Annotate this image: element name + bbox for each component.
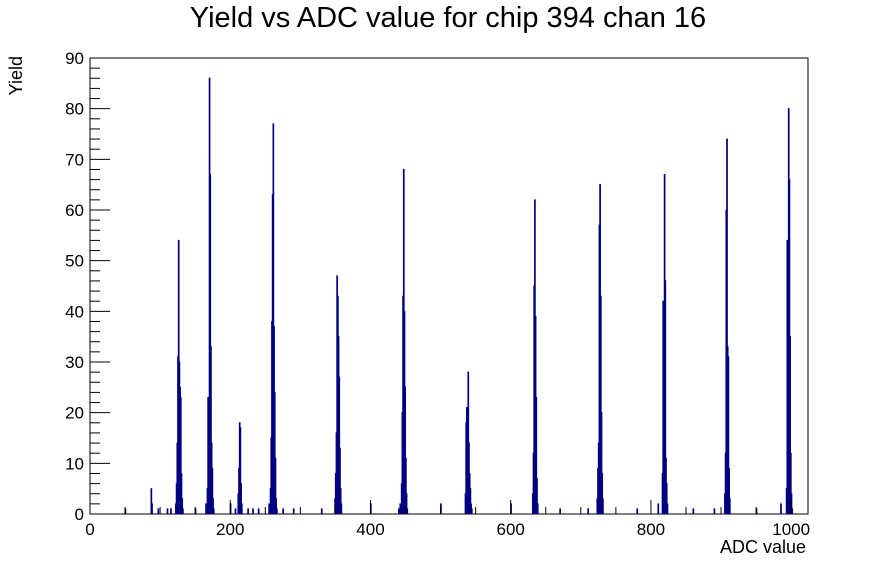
histogram-bin xyxy=(535,396,538,514)
histogram-bin xyxy=(211,467,214,514)
chart-title: Yield vs ADC value for chip 394 chan 16 xyxy=(189,2,707,34)
histogram-bin xyxy=(727,356,730,514)
x-axis: 0 200 400 600 800 1000 xyxy=(85,500,810,539)
histogram-bin xyxy=(536,478,538,514)
histogram-bin xyxy=(212,508,215,514)
x-tick-label: 0 xyxy=(85,520,94,539)
y-tick-label: 10 xyxy=(65,454,84,473)
histogram-bin xyxy=(276,508,278,514)
histogram-bin xyxy=(282,508,285,514)
histogram-bin xyxy=(150,488,153,514)
histogram-bin xyxy=(405,493,408,514)
histogram-bin xyxy=(780,503,782,514)
histogram-bin xyxy=(181,498,184,514)
histogram-bin xyxy=(205,503,207,514)
histogram-bin xyxy=(398,508,400,514)
histogram-bin xyxy=(602,498,604,514)
histogram-bin xyxy=(234,508,237,514)
histogram-bin xyxy=(340,503,343,514)
histogram-bin xyxy=(292,508,295,514)
histogram-bin xyxy=(469,488,472,514)
histogram-bin xyxy=(338,376,341,514)
histogram-bin xyxy=(599,295,602,514)
histogram-bin xyxy=(320,508,323,514)
histogram-bin xyxy=(405,457,407,514)
y-tick-label: 20 xyxy=(65,404,84,423)
histogram-bin xyxy=(166,508,169,514)
histogram-bin xyxy=(791,508,794,514)
histogram-bin xyxy=(240,503,243,514)
histogram-bin xyxy=(212,498,214,514)
histogram-bin xyxy=(713,508,716,514)
histogram-bin xyxy=(273,391,276,514)
histogram-bin xyxy=(404,386,407,514)
histogram-bin xyxy=(726,138,728,514)
histogram-bin xyxy=(339,447,341,514)
histogram-bin xyxy=(692,508,695,514)
histogram-bin xyxy=(664,280,667,514)
histogram-bin xyxy=(601,472,604,514)
x-tick-label: 1000 xyxy=(772,520,810,539)
histogram-bin xyxy=(179,396,182,514)
histogram-bin xyxy=(170,508,172,514)
y-tick-label: 50 xyxy=(65,252,84,271)
histogram-bin xyxy=(275,498,278,514)
x-tick-label: 200 xyxy=(216,520,244,539)
histogram-bin xyxy=(272,123,275,514)
histogram-bin xyxy=(728,467,730,514)
histogram-bin xyxy=(657,503,660,514)
histogram-bin xyxy=(239,427,242,514)
histogram-bin xyxy=(789,336,791,514)
histogram-bin xyxy=(257,508,260,514)
histogram-bin xyxy=(666,503,669,514)
y-tick-label: 0 xyxy=(75,505,84,524)
histogram-bin xyxy=(559,508,561,514)
histogram-bin xyxy=(587,508,590,514)
y-tick-label: 70 xyxy=(65,150,84,169)
histogram-bin xyxy=(789,452,792,514)
histogram-bin xyxy=(268,503,270,514)
histogram-bin xyxy=(600,412,603,514)
histogram-bin xyxy=(339,488,342,514)
histogram-bin xyxy=(636,508,639,514)
x-tick-label: 800 xyxy=(637,520,665,539)
histogram-bin xyxy=(536,503,539,514)
histogram-bin xyxy=(665,483,668,514)
histogram-bin xyxy=(399,503,402,514)
histogram-bin xyxy=(470,508,473,514)
x-tick-label: 600 xyxy=(497,520,525,539)
y-tick-label: 30 xyxy=(65,353,84,372)
histogram-bin xyxy=(406,508,409,514)
histogram-bin xyxy=(210,346,212,514)
y-tick-label: 40 xyxy=(65,302,84,321)
histogram-bin xyxy=(728,498,731,514)
y-axis: 0 10 20 30 40 50 60 70 80 90 xyxy=(65,49,110,524)
y-tick-label: 80 xyxy=(65,100,84,119)
histogram-bars xyxy=(124,77,794,514)
x-tick-label: 400 xyxy=(356,520,384,539)
y-tick-label: 90 xyxy=(65,49,84,68)
histogram-bin xyxy=(247,508,249,514)
histogram-bin xyxy=(180,472,183,514)
x-axis-label: ADC value xyxy=(719,537,806,557)
histogram-bin xyxy=(240,483,242,514)
histogram-bin xyxy=(151,503,153,514)
histogram-bin xyxy=(274,457,277,514)
histogram-bin xyxy=(252,508,254,514)
histogram-bin xyxy=(157,508,160,514)
y-tick-label: 60 xyxy=(65,201,84,220)
plot-frame xyxy=(89,57,809,515)
histogram-bin xyxy=(209,174,212,514)
histogram-bin xyxy=(182,508,184,514)
